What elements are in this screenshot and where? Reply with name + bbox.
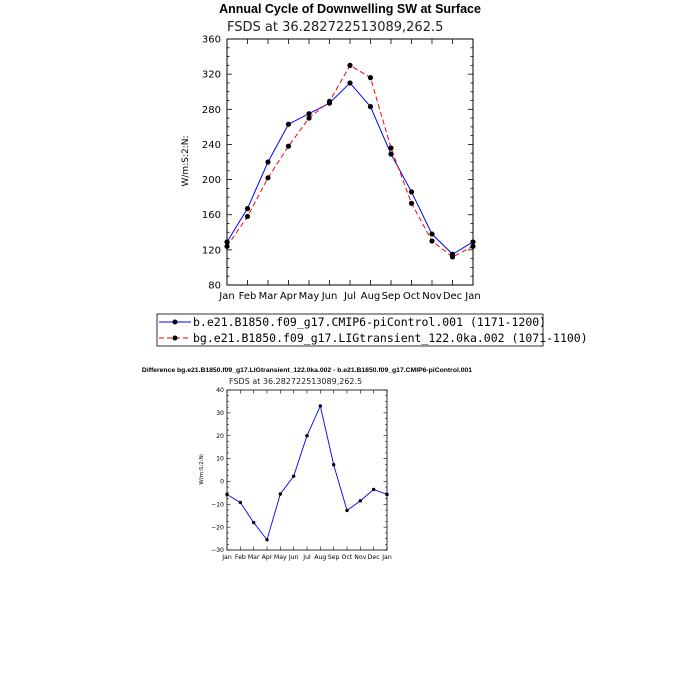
chart1-title: Annual Cycle of Downwelling SW at Surfac… [219, 2, 481, 16]
chart2-series1-point [305, 434, 309, 438]
chart1-xtick-label: Oct [403, 291, 420, 302]
chart2-xtick-label: Jan [221, 554, 232, 561]
chart2-ytick-label: −30 [211, 547, 224, 554]
chart1-series1-point [470, 239, 476, 245]
legend-box [156, 313, 544, 347]
chart2-xtick-label: Jan [381, 554, 392, 561]
chart2-ytick-label: 0 [220, 479, 224, 486]
chart1-series1-point [244, 205, 251, 212]
legend-series1-marker [172, 319, 178, 325]
chart1-xtick-label: Aug [361, 291, 381, 302]
chart2-series1-point [265, 538, 269, 542]
chart1-series1-point [429, 231, 435, 237]
chart1-legend: b.e21.B1850.f09_g17.CMIP6-piControl.001 … [156, 313, 588, 347]
chart1-series2-point [347, 62, 353, 68]
chart1-series2-point [429, 238, 435, 244]
chart2-xtick-label: Aug [314, 554, 326, 561]
chart1-xtick-label: Mar [259, 291, 279, 302]
chart2-xtick-label: Apr [262, 554, 273, 561]
chart2-ytick-label: 40 [216, 387, 224, 394]
chart1-series2-point [285, 143, 292, 149]
chart1-series2-point [470, 243, 476, 249]
chart1-subtitle: FSDS at 36.282722513089,262.5 [227, 20, 443, 35]
chart1-series1-point [347, 80, 353, 86]
chart2-xtick-label: Sep [328, 554, 340, 561]
chart2-frame [226, 389, 388, 551]
chart1-ytick-label: 160 [202, 210, 221, 221]
chart1-xtick-label: Jul [343, 291, 356, 302]
chart2-series1-point [385, 492, 389, 497]
chart1-frame [226, 38, 474, 286]
chart2-xtick-label: Nov [354, 554, 366, 561]
chart1-ytick-label: 200 [202, 175, 221, 186]
chart2-xtick-label: Dec [368, 554, 381, 561]
chart2-series1-line [226, 404, 388, 541]
chart1-series2-point [367, 75, 374, 81]
chart2-xtick-label: Oct [342, 554, 353, 561]
legend-series2-marker [172, 335, 178, 341]
chart1-series2-point [244, 213, 251, 220]
chart1-xtick-label: Nov [422, 291, 442, 302]
chart1-ytick-label: 320 [202, 70, 221, 81]
chart2-series1-point [331, 463, 336, 467]
chart2-series1-point [238, 500, 243, 505]
chart1-series2-point [306, 115, 312, 121]
chart1-series1-point [367, 104, 374, 110]
chart1-series1-point [285, 121, 292, 127]
chart1-series1-point [388, 151, 394, 157]
chart2-subtitle: FSDS at 36.282722513089,262.5 [229, 377, 362, 386]
chart1-series2-point [388, 145, 394, 151]
chart2-ylabel: W/m:S:2:N: [199, 453, 205, 484]
chart2-series1-point [225, 492, 229, 497]
chart2-title: Difference bg.e21.B1850.f09_g17.LIGtrans… [142, 367, 472, 374]
chart2-xtick-label: Feb [235, 554, 246, 561]
chart1-series2-point [326, 98, 333, 104]
chart2-series1-point [318, 404, 323, 408]
chart1-ytick-label: 120 [202, 245, 221, 256]
chart1-xtick-label: Apr [280, 291, 298, 302]
chart2-series1-point [345, 508, 349, 513]
chart2-xtick-label: May [274, 554, 287, 561]
chart1-ytick-label: 280 [202, 105, 221, 116]
chart1-series2-line [226, 64, 474, 258]
chart2-series1-point [278, 492, 283, 496]
legend-series2-label: bg.e21.B1850.f09_g17.LIGtransient_122.0k… [193, 331, 588, 345]
chart2-xtick-label: Jun [288, 554, 299, 561]
chart2-ytick-label: 30 [216, 410, 224, 417]
chart1-xtick-label: Jan [218, 291, 234, 302]
chart1-ytick-label: 240 [202, 140, 221, 151]
chart1-series1-point [224, 239, 230, 245]
chart1-series2-point [449, 254, 456, 260]
chart1-xtick-label: Sep [382, 291, 401, 302]
chart1-series1-line [226, 82, 474, 255]
chart2-xtick-label: Mar [248, 554, 260, 561]
chart2-ytick-label: 20 [216, 433, 224, 440]
chart2-ytick-label: −10 [211, 501, 224, 508]
chart2-series1-point [251, 520, 256, 525]
chart1-series1-point [265, 159, 271, 165]
chart1-series1-point [306, 111, 312, 117]
chart1-xtick-label: Jun [321, 291, 338, 302]
chart1-ylabel: W/m:S:2:N: [181, 136, 191, 187]
chart1-ytick-label: 80 [208, 281, 221, 292]
chart1-series2-point [408, 200, 415, 206]
chart1-series1-point [408, 189, 415, 195]
chart2-series1-point [291, 474, 296, 478]
chart2-series1-point [358, 499, 363, 503]
chart2-series1-point [371, 487, 376, 492]
chart1-xtick-label: May [299, 291, 320, 302]
chart1-series2-point [265, 175, 271, 181]
chart1-xtick-label: Dec [443, 291, 462, 302]
chart2-ytick-label: 10 [216, 456, 224, 463]
legend-series1-label: b.e21.B1850.f09_g17.CMIP6-piControl.001 … [193, 315, 546, 329]
chart1-ytick-label: 360 [202, 35, 221, 46]
chart2-xtick-label: Jul [302, 554, 311, 561]
chart2-ytick-label: −20 [211, 524, 224, 531]
chart1-xtick-label: Feb [239, 291, 257, 302]
chart1-xtick-label: Jan [464, 291, 480, 302]
chart1-series2-point [224, 243, 230, 249]
